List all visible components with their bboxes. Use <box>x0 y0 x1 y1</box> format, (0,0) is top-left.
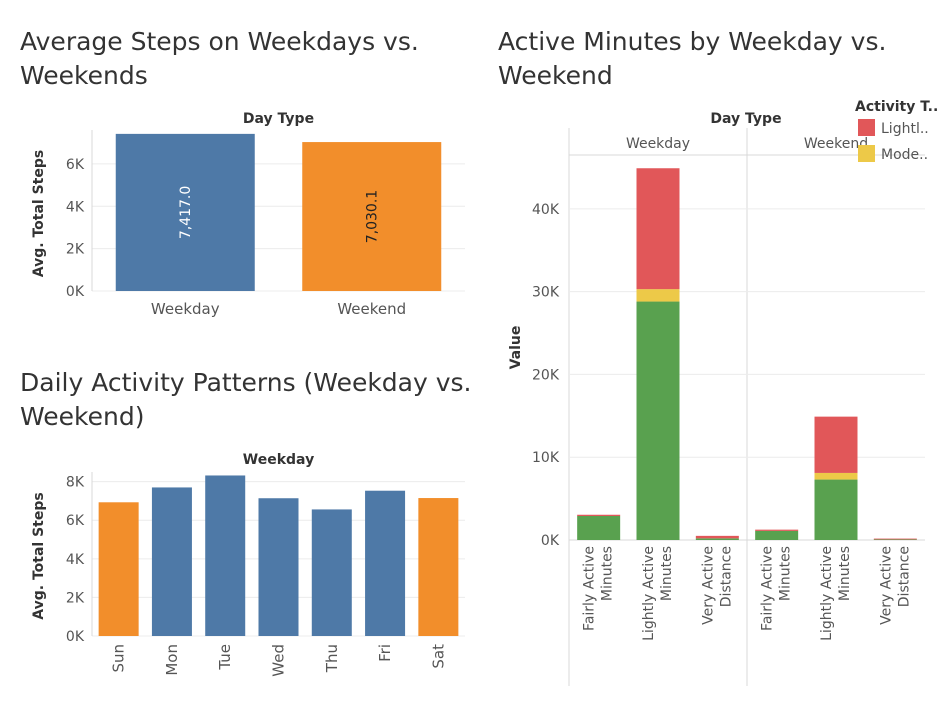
chart1-x-tick-label: Weekday <box>151 300 220 318</box>
chart3-title-line1: Active Minutes by Weekday vs. <box>498 27 887 56</box>
chart2-x-tick-label: Fri <box>376 644 394 662</box>
chart2-x-tick-label: Sun <box>110 644 128 673</box>
chart3-y-tick-label: 10K <box>532 450 560 466</box>
chart1-y-tick-label: 0K <box>66 284 85 300</box>
chart3-x-tick-label: Fairly Active <box>760 546 776 631</box>
chart1-y-axis-label: Avg. Total Steps <box>31 150 47 277</box>
chart3-bar-segment <box>814 416 858 473</box>
chart2-title-line2: Weekend) <box>20 402 145 431</box>
chart3-bar-segment <box>577 514 621 516</box>
chart2-bar-wed <box>258 498 299 636</box>
chart2-x-tick-label: Sat <box>429 644 447 669</box>
chart2-y-tick-label: 8K <box>66 475 85 491</box>
chart3-bar-segment <box>636 168 680 290</box>
chart3-title-line2: Weekend <box>498 61 613 90</box>
chart2-x-tick-label: Wed <box>270 644 288 677</box>
chart3-bar-segment <box>755 529 799 531</box>
chart2-header: Weekday <box>243 452 314 468</box>
chart1-title-line1: Average Steps on Weekdays vs. <box>20 27 419 56</box>
chart3-x-tick-label: Very Active <box>700 546 716 625</box>
chart3-legend-label: Lightl.. <box>881 121 929 137</box>
chart3-panel-label: Weekend <box>804 136 868 152</box>
chart2-title: Daily Activity Patterns (Weekday vs. Wee… <box>20 366 472 434</box>
chart3-x-tick-label: Lightly Active <box>819 546 835 641</box>
chart3-x-tick-label: Minutes <box>600 546 616 601</box>
chart2-bar-sun <box>98 502 139 636</box>
chart3-y-tick-label: 0K <box>541 533 560 549</box>
chart3-legend-label: Mode.. <box>881 147 928 163</box>
chart3-bar-segment <box>873 538 917 540</box>
chart3-panel-label: Weekday <box>626 136 690 152</box>
chart2-bar-tue <box>205 475 246 636</box>
chart3-bar-segment <box>577 515 621 540</box>
chart3-bar-segment <box>636 289 680 302</box>
chart1-title: Average Steps on Weekdays vs. Weekends <box>20 25 419 93</box>
chart3-x-tick-label: Minutes <box>778 546 794 601</box>
chart3-y-tick-label: 40K <box>532 202 560 218</box>
chart3-header: Day Type <box>710 111 781 127</box>
chart2-x-tick-label: Mon <box>163 644 181 676</box>
chart3-y-tick-label: 30K <box>532 285 560 301</box>
chart1-x-tick-label: Weekend <box>337 300 406 318</box>
chart3-x-tick-label: Very Active <box>878 546 894 625</box>
chart2-y-tick-label: 2K <box>66 590 85 606</box>
chart1-bar-weekday <box>115 133 255 291</box>
chart2-bar-thu <box>311 509 352 636</box>
chart2-title-line1: Daily Activity Patterns (Weekday vs. <box>20 368 472 397</box>
chart2-x-tick-label: Tue <box>216 644 234 671</box>
chart2-y-tick-label: 4K <box>66 552 85 568</box>
chart3-y-axis-label: Value <box>508 326 524 370</box>
chart3-bar-segment <box>755 530 799 540</box>
chart3-bar-segment <box>636 301 680 540</box>
chart3-bar-segment <box>814 479 858 540</box>
chart3-bar-segment <box>695 535 739 539</box>
chart1-data-label: 7,417.0 <box>178 186 194 239</box>
chart1-data-label: 7,030.1 <box>365 190 381 243</box>
chart3-bar-segment <box>814 472 858 480</box>
chart3-legend-swatch <box>858 119 875 136</box>
chart3-x-tick-label: Minutes <box>837 546 853 601</box>
chart1-bar-weekend <box>302 142 442 291</box>
chart1-title-line2: Weekends <box>20 61 148 90</box>
chart3-title: Active Minutes by Weekday vs. Weekend <box>498 25 886 93</box>
chart1-y-tick-label: 6K <box>66 157 85 173</box>
chart1-y-tick-label: 4K <box>66 199 85 215</box>
chart1-y-tick-label: 2K <box>66 242 85 258</box>
chart3-x-tick-label: Fairly Active <box>582 546 598 631</box>
chart2-y-axis-label: Avg. Total Steps <box>31 492 47 619</box>
chart2-bar-fri <box>365 490 406 636</box>
chart2-bar-sat <box>418 498 459 636</box>
chart3-x-tick-label: Lightly Active <box>641 546 657 641</box>
chart1-header: Day Type <box>243 111 314 127</box>
chart3-bar-segment <box>695 538 739 540</box>
chart3-bar-segment <box>873 539 917 540</box>
chart2-y-tick-label: 6K <box>66 513 85 529</box>
chart3-y-tick-label: 20K <box>532 367 560 383</box>
chart3-x-tick-label: Minutes <box>659 546 675 601</box>
chart3-legend-title: Activity T.. <box>855 99 938 115</box>
chart2-x-tick-label: Thu <box>323 644 341 673</box>
chart2-bar-mon <box>151 487 192 636</box>
chart3-x-tick-label: Distance <box>718 546 734 607</box>
chart3-x-tick-label: Distance <box>896 546 912 607</box>
chart3-legend-swatch <box>858 145 875 162</box>
chart2-y-tick-label: 0K <box>66 629 85 645</box>
